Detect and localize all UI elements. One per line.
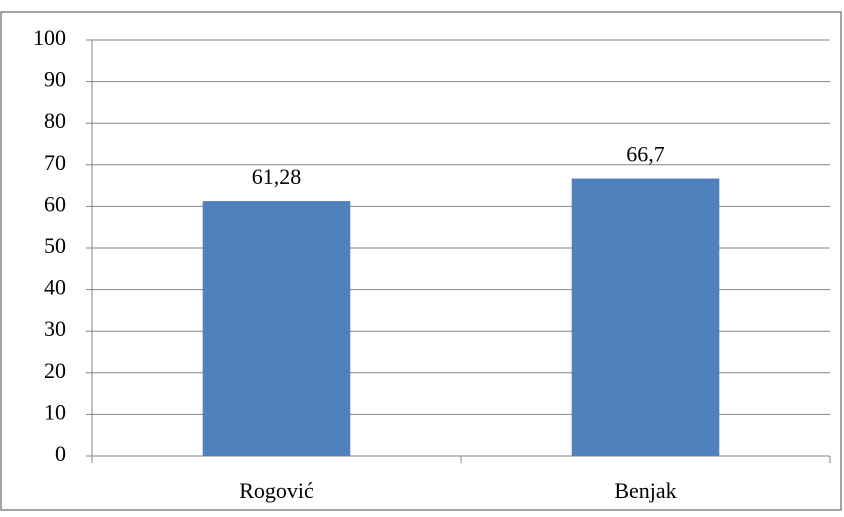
y-tick-label: 90 bbox=[44, 67, 66, 92]
x-tick-label: Rogović bbox=[239, 478, 314, 503]
y-tick-label: 80 bbox=[44, 108, 66, 133]
y-tick-label: 10 bbox=[44, 399, 66, 424]
y-tick-label: 70 bbox=[44, 150, 66, 175]
value-label: 66,7 bbox=[626, 142, 665, 167]
bar bbox=[202, 201, 351, 456]
y-tick-label: 50 bbox=[44, 233, 66, 258]
y-tick-label: 30 bbox=[44, 316, 66, 341]
x-tick-label: Benjak bbox=[614, 478, 676, 503]
value-label: 61,28 bbox=[252, 164, 302, 189]
y-tick-label: 40 bbox=[44, 275, 66, 300]
y-tick-label: 100 bbox=[33, 25, 66, 50]
y-tick-label: 20 bbox=[44, 358, 66, 383]
bar bbox=[571, 178, 720, 456]
y-tick-label: 60 bbox=[44, 191, 66, 216]
y-tick-label: 0 bbox=[55, 441, 66, 466]
